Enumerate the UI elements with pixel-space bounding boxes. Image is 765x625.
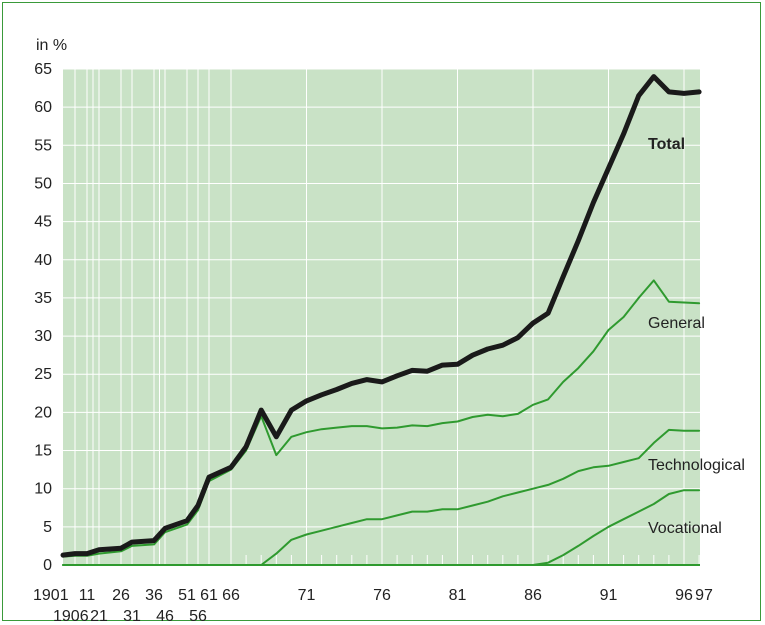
x-tick-label: 26 (112, 587, 130, 604)
y-tick-label: 10 (34, 481, 52, 498)
y-tick-label: 0 (43, 557, 52, 574)
series-line-general (62, 279, 701, 558)
series-label-general: General (648, 315, 705, 332)
x-tick-label: 11 (79, 587, 96, 604)
y-tick-label: 60 (34, 99, 52, 116)
series-labels: Total General Technological Vocational (648, 136, 745, 537)
x-tick-label: 86 (524, 587, 542, 604)
x-tick-label: 81 (449, 587, 467, 604)
series-label-total: Total (648, 136, 685, 153)
x-tick-label: 71 (298, 587, 316, 604)
x-tick-label: 91 (600, 587, 618, 604)
x-tick-label: 97 (695, 587, 713, 604)
x-tick-label: 46 (156, 608, 174, 625)
x-tick-label: 51 (178, 587, 196, 604)
x-tick-label: 76 (373, 587, 391, 604)
y-tick-label: 45 (34, 214, 52, 231)
series-label-technological: Technological (648, 457, 745, 474)
y-tick-label: 30 (34, 328, 52, 345)
x-tick-label: 1901 (33, 587, 69, 604)
y-tick-label: 65 (34, 61, 52, 78)
x-tick-label: 36 (145, 587, 163, 604)
x-tick-label: 56 (189, 608, 207, 625)
x-tick-label: 21 (90, 608, 108, 625)
y-tick-label: 55 (34, 137, 52, 154)
y-tick-label: 25 (34, 366, 52, 383)
series-line-total (60, 74, 702, 558)
grid (63, 68, 700, 565)
y-tick-label: 20 (34, 404, 52, 421)
y-tick-label: 15 (34, 443, 52, 460)
x-tick-label: 66 (222, 587, 240, 604)
y-tick-label: 5 (43, 519, 52, 536)
x-tick-label: 96 (675, 587, 693, 604)
axes: 0 5 10 15 20 25 30 35 40 45 50 55 60 65 1901 11 26 36 51 61… (33, 61, 713, 625)
y-axis-unit-label: in % (36, 37, 67, 54)
series-label-vocational: Vocational (648, 520, 722, 537)
y-tick-label: 35 (34, 290, 52, 307)
x-tick-label: 31 (123, 608, 141, 625)
y-tick-label: 40 (34, 252, 52, 269)
y-tick-label: 50 (34, 175, 52, 192)
x-tick-label: 1906 (53, 608, 89, 625)
x-tick-label: 61 (200, 587, 218, 604)
